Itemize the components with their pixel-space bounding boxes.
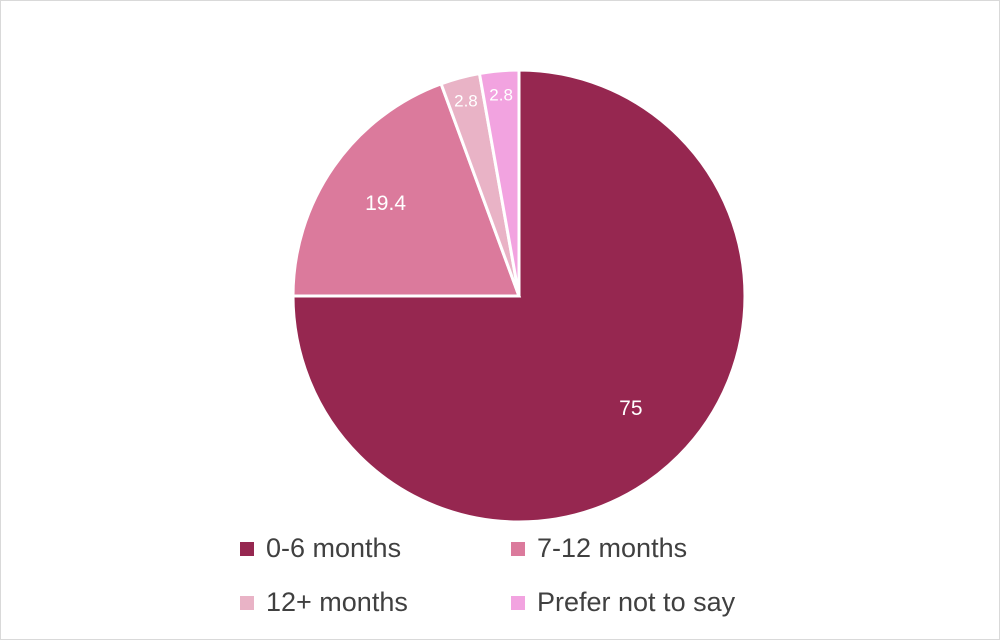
legend-label: 7-12 months (537, 533, 688, 563)
legend-swatch (240, 595, 254, 610)
legend-item-prefer-not-to-say: Prefer not to say (511, 587, 735, 618)
data-label: 2.8 (454, 92, 478, 111)
legend-item-12-plus-months: 12+ months (240, 587, 408, 618)
legend-swatch (511, 541, 525, 556)
legend-swatch (240, 541, 254, 556)
legend-label: 12+ months (266, 587, 408, 617)
legend-swatch (511, 595, 525, 610)
pie-slice-prefer-not-to-say (477, 68, 521, 297)
data-label: 19.4 (365, 192, 406, 215)
data-label: 2.8 (489, 85, 513, 104)
legend-item-0-6-months: 0-6 months (240, 533, 401, 564)
legend-label: Prefer not to say (537, 587, 736, 617)
legend-item-7-12-months: 7-12 months (511, 533, 687, 564)
legend-label: 0-6 months (266, 533, 402, 563)
pie-slice-7-12-months (291, 81, 522, 298)
pie-slice-0-6-months (291, 68, 747, 524)
data-label: 75 (619, 397, 642, 420)
